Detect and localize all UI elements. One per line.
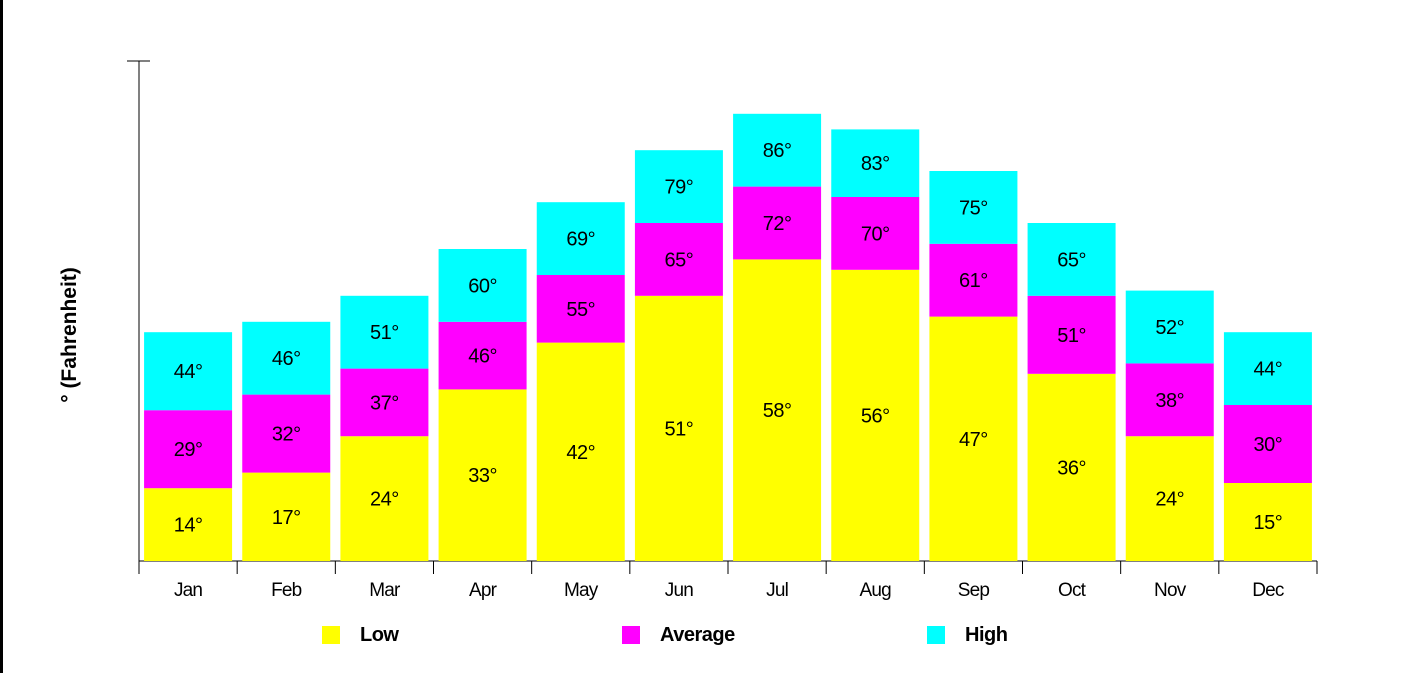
bar-segment-low-feb bbox=[242, 472, 331, 561]
bar-segment-average-jan bbox=[144, 410, 233, 489]
legend-item-high: High bbox=[927, 620, 1008, 650]
bar-segment-low-jul bbox=[733, 259, 822, 561]
x-tick-label-nov: Nov bbox=[1154, 580, 1187, 601]
x-tick-label-apr: Apr bbox=[469, 580, 498, 601]
legend-swatch-average bbox=[622, 626, 640, 644]
legend-item-low: Low bbox=[322, 620, 399, 650]
data-label-low-aug: 56° bbox=[861, 405, 890, 427]
data-label-high-oct: 65° bbox=[1057, 249, 1086, 271]
bar-segment-high-oct bbox=[1027, 223, 1116, 296]
data-label-high-sep: 75° bbox=[959, 197, 988, 219]
data-label-low-jul: 58° bbox=[763, 400, 792, 422]
chart-axes bbox=[127, 60, 1318, 574]
bar-segment-average-feb bbox=[242, 394, 331, 473]
x-tick-label-feb: Feb bbox=[271, 580, 302, 601]
bar-segment-average-apr bbox=[438, 321, 527, 390]
legend-swatch-high bbox=[927, 626, 945, 644]
x-tick-label-oct: Oct bbox=[1058, 580, 1087, 601]
data-label-average-jun: 65° bbox=[665, 249, 694, 271]
bar-segment-low-jun bbox=[634, 295, 723, 561]
bar-segment-low-apr bbox=[438, 389, 527, 561]
legend-label-high: High bbox=[965, 623, 1008, 646]
bar-segment-low-mar bbox=[340, 436, 429, 561]
data-label-average-may: 55° bbox=[566, 299, 595, 321]
chart-bars: 14° 29° 44° 17° 32° 46° 24° 37° 51° 33° 46° 60° 42° 5… bbox=[144, 113, 1312, 561]
x-tick-label-may: May bbox=[564, 580, 599, 601]
legend-item-average: Average bbox=[622, 620, 735, 650]
bar-segment-average-oct bbox=[1027, 295, 1116, 374]
bar-segment-high-jul bbox=[733, 113, 822, 187]
data-label-high-jun: 79° bbox=[665, 177, 694, 199]
bar-segment-low-aug bbox=[831, 269, 920, 561]
x-tick-labels: Jan Feb Mar Apr May Jun Jul Aug Sep Oct Nov Dec bbox=[174, 580, 1285, 601]
bar-segment-low-sep bbox=[929, 316, 1018, 561]
data-label-high-feb: 46° bbox=[272, 348, 301, 370]
data-label-high-aug: 83° bbox=[861, 153, 890, 175]
data-label-low-sep: 47° bbox=[959, 429, 988, 451]
data-label-high-nov: 52° bbox=[1155, 317, 1184, 339]
legend-label-average: Average bbox=[660, 623, 735, 646]
bar-segment-high-nov bbox=[1125, 290, 1214, 364]
data-label-low-apr: 33° bbox=[468, 465, 497, 487]
data-label-high-apr: 60° bbox=[468, 275, 497, 297]
bar-segment-high-mar bbox=[340, 295, 429, 369]
bar-segment-average-sep bbox=[929, 243, 1018, 317]
x-tick-label-sep: Sep bbox=[958, 580, 990, 601]
data-label-average-nov: 38° bbox=[1155, 390, 1184, 412]
data-label-average-oct: 51° bbox=[1057, 325, 1086, 347]
data-label-average-feb: 32° bbox=[272, 424, 301, 446]
data-label-low-mar: 24° bbox=[370, 489, 399, 511]
data-label-average-jan: 29° bbox=[174, 439, 203, 461]
legend-swatch-low bbox=[322, 626, 340, 644]
bar-segment-high-jun bbox=[634, 150, 723, 223]
x-tick-label-dec: Dec bbox=[1252, 580, 1284, 601]
bar-segment-low-may bbox=[536, 342, 625, 561]
data-label-average-aug: 70° bbox=[861, 223, 890, 245]
bar-segment-high-aug bbox=[831, 129, 920, 197]
data-label-low-nov: 24° bbox=[1155, 489, 1184, 511]
data-label-low-oct: 36° bbox=[1057, 457, 1086, 479]
y-axis-label: ° (Fahrenheit) bbox=[58, 267, 81, 403]
bar-segment-low-oct bbox=[1027, 373, 1116, 561]
bar-segment-low-jan bbox=[144, 488, 233, 561]
data-label-average-apr: 46° bbox=[468, 346, 497, 368]
data-label-high-dec: 44° bbox=[1254, 359, 1283, 381]
x-tick-label-jun: Jun bbox=[665, 580, 693, 601]
bar-segment-high-may bbox=[536, 202, 625, 275]
data-label-high-mar: 51° bbox=[370, 322, 399, 344]
bar-segment-high-jan bbox=[144, 332, 233, 411]
data-label-high-may: 69° bbox=[566, 229, 595, 251]
data-label-average-dec: 30° bbox=[1254, 434, 1283, 456]
bar-segment-average-jun bbox=[634, 223, 723, 296]
data-label-low-feb: 17° bbox=[272, 507, 301, 529]
bar-segment-average-nov bbox=[1125, 363, 1214, 437]
x-tick-label-jan: Jan bbox=[174, 580, 202, 601]
bar-segment-high-dec bbox=[1223, 332, 1312, 405]
x-tick-label-aug: Aug bbox=[860, 580, 892, 601]
data-label-high-jan: 44° bbox=[174, 361, 203, 383]
bar-segment-high-apr bbox=[438, 249, 527, 322]
data-label-low-dec: 15° bbox=[1254, 512, 1283, 534]
data-label-low-jun: 51° bbox=[665, 418, 694, 440]
bar-segment-low-dec bbox=[1223, 483, 1312, 561]
x-tick-label-mar: Mar bbox=[369, 580, 401, 601]
data-label-average-sep: 61° bbox=[959, 270, 988, 292]
bar-segment-average-aug bbox=[831, 197, 920, 270]
x-tick-label-jul: Jul bbox=[766, 580, 788, 601]
bar-segment-average-jul bbox=[733, 186, 822, 260]
data-label-average-jul: 72° bbox=[763, 213, 792, 235]
bar-segment-average-dec bbox=[1223, 405, 1312, 483]
legend-label-low: Low bbox=[360, 623, 399, 646]
bar-segment-high-feb bbox=[242, 321, 331, 395]
bar-segment-average-may bbox=[536, 275, 625, 343]
bar-segment-low-nov bbox=[1125, 436, 1214, 561]
bar-segment-high-sep bbox=[929, 171, 1018, 244]
data-label-average-mar: 37° bbox=[370, 392, 399, 414]
data-label-high-jul: 86° bbox=[763, 140, 792, 162]
data-label-low-may: 42° bbox=[566, 442, 595, 464]
bar-segment-average-mar bbox=[340, 368, 429, 437]
data-label-low-jan: 14° bbox=[174, 515, 203, 537]
